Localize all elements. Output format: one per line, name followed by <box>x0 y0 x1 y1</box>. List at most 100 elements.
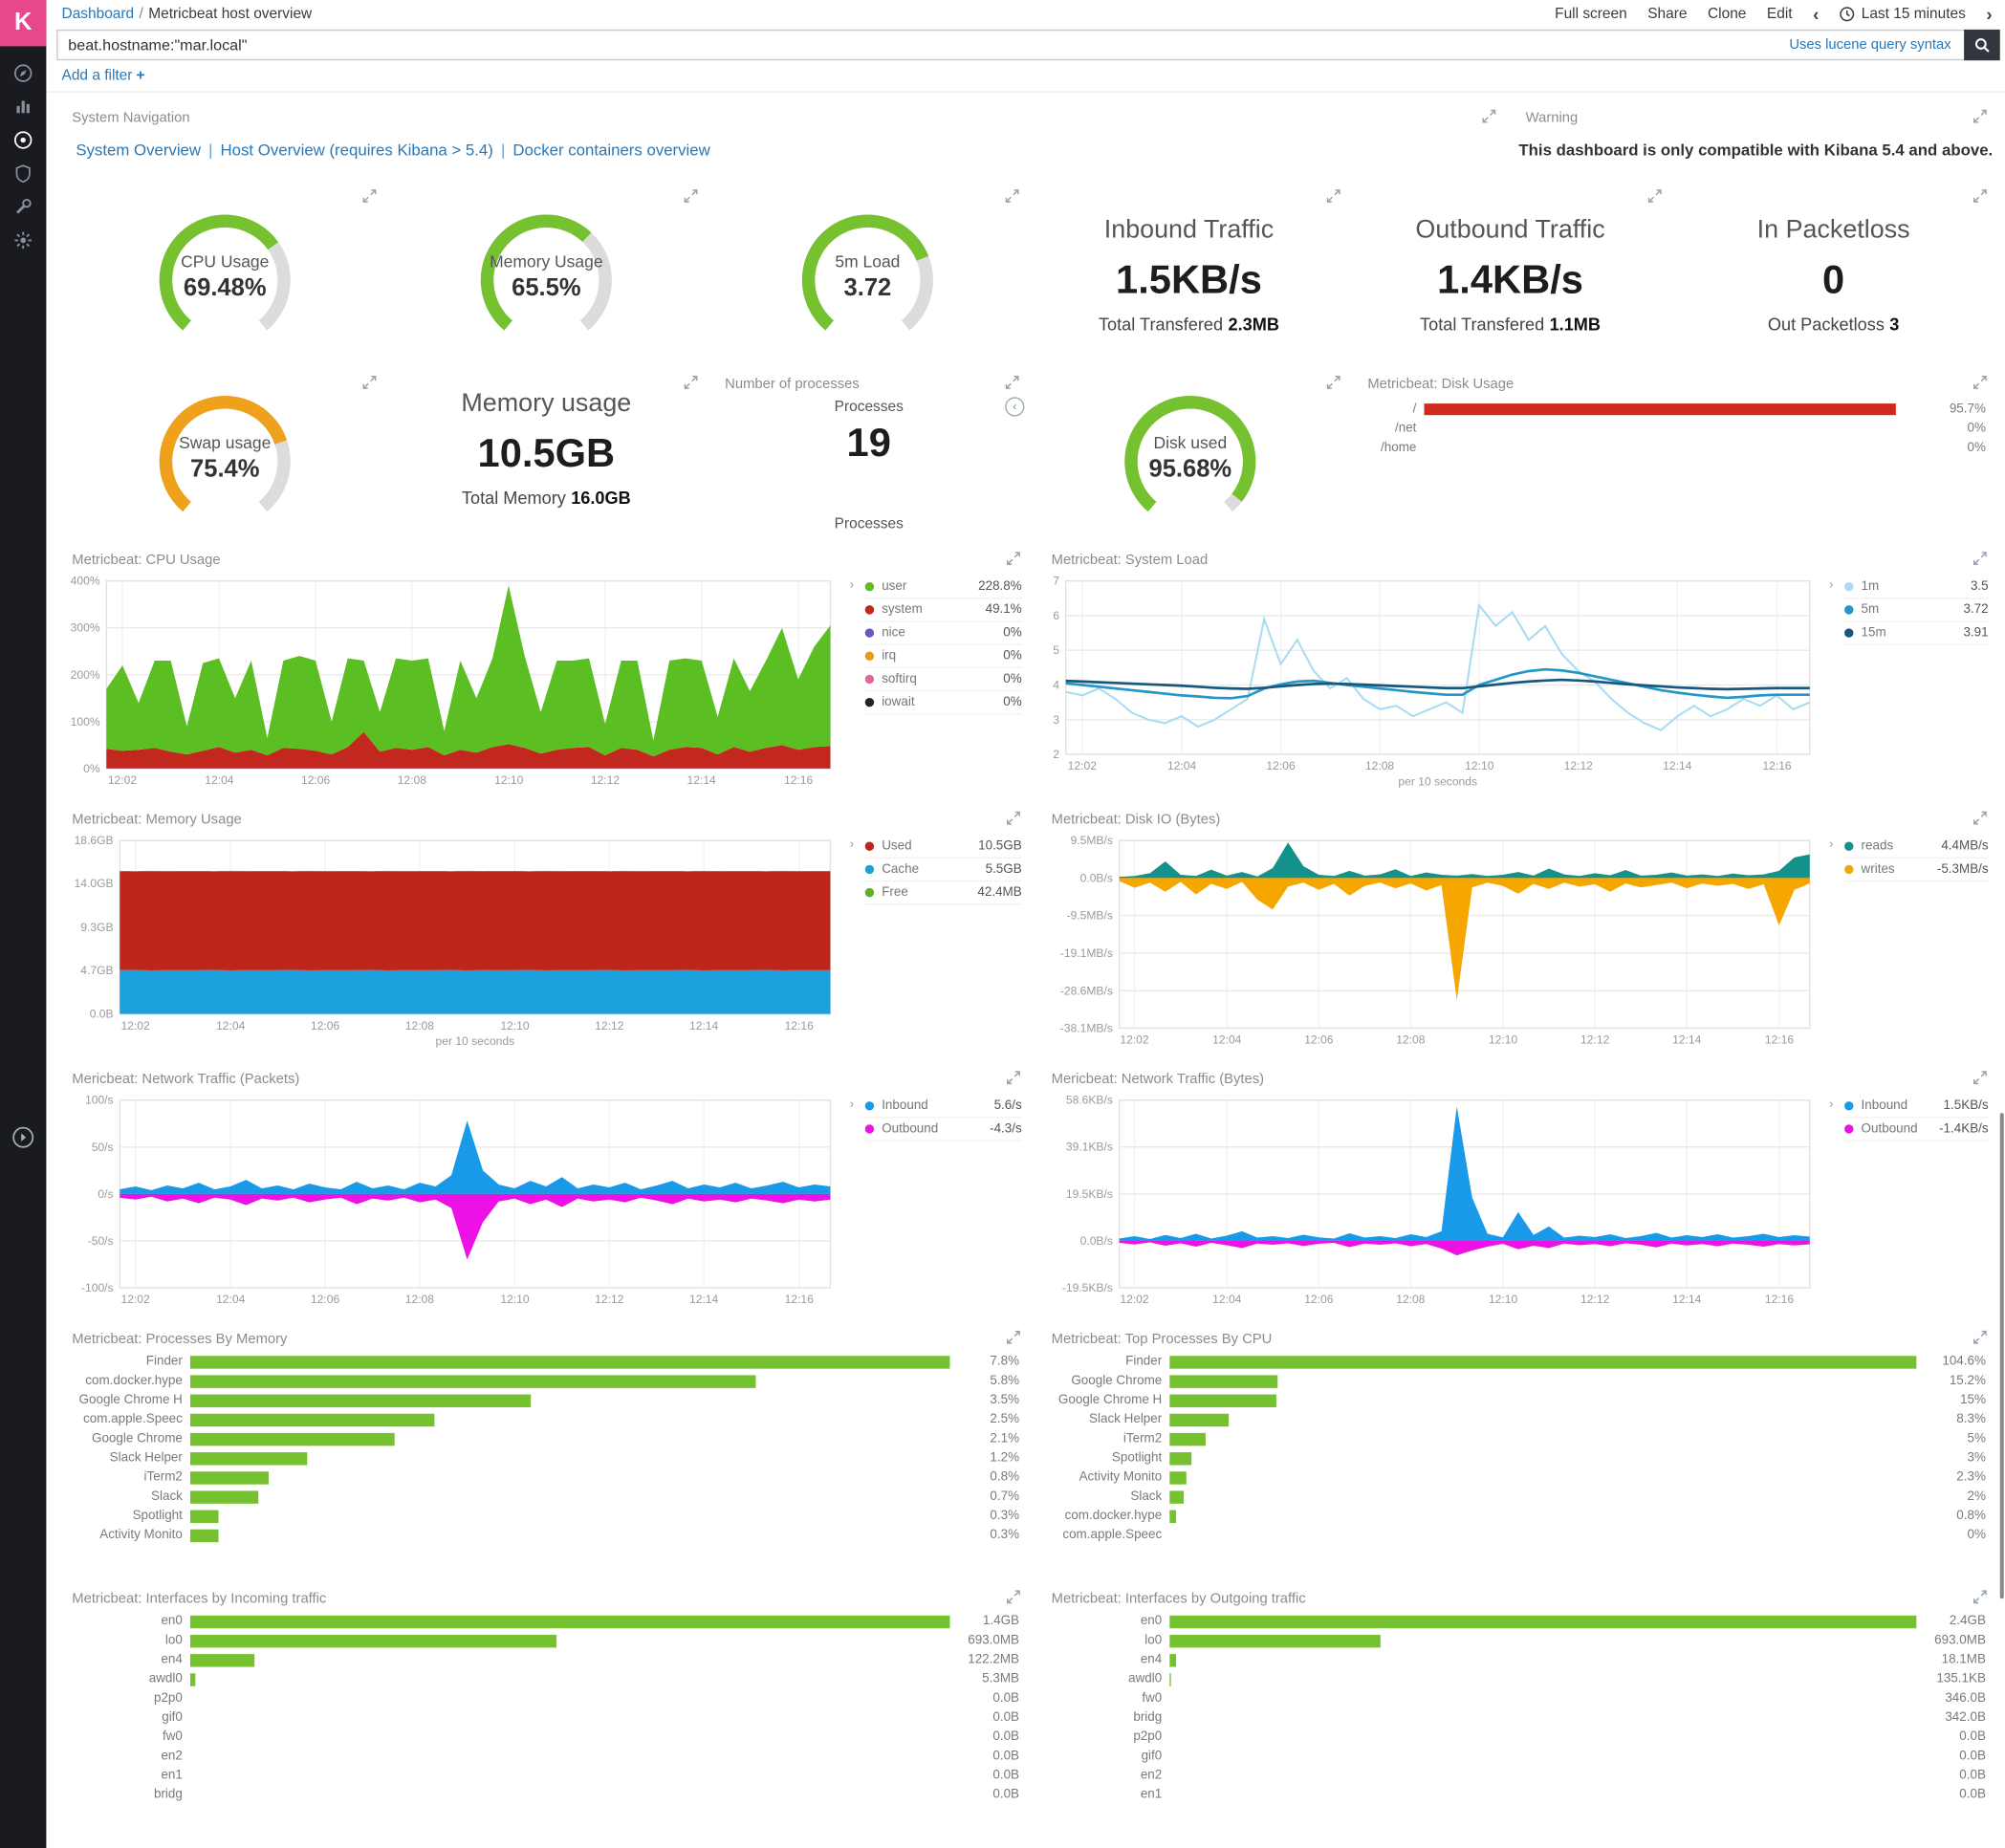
bar-row: com.docker.hype 0.8% <box>1052 1507 1986 1526</box>
legend-item[interactable]: Inbound 5.6/s <box>864 1095 1022 1119</box>
add-filter-button[interactable]: Add a filter + <box>62 68 145 83</box>
legend-toggle-icon[interactable]: › <box>849 837 855 853</box>
link-docker-overview[interactable]: Docker containers overview <box>512 141 710 160</box>
expand-icon[interactable] <box>1326 189 1340 204</box>
legend-toggle-icon[interactable]: › <box>1828 1098 1834 1112</box>
expand-icon[interactable] <box>1972 1071 1988 1085</box>
legend-item[interactable]: Used 10.5GB <box>864 836 1022 859</box>
bar-track <box>190 1692 949 1705</box>
expand-icon[interactable] <box>1972 811 1988 825</box>
panel-title: System Navigation <box>72 110 190 126</box>
legend-item[interactable]: writes -5.3MB/s <box>1844 859 1989 882</box>
expand-icon[interactable] <box>362 376 377 390</box>
legend-label: 15m <box>1861 625 1886 641</box>
share-button[interactable]: Share <box>1647 6 1688 22</box>
legend-item[interactable]: iowait 0% <box>864 691 1022 715</box>
expand-icon[interactable] <box>684 376 698 390</box>
expand-icon[interactable] <box>684 189 698 204</box>
legend-color-dot <box>864 628 875 638</box>
expand-icon[interactable] <box>1007 1590 1021 1604</box>
legend-toggle-icon[interactable]: › <box>849 577 855 593</box>
expand-icon[interactable] <box>1007 1071 1021 1085</box>
expand-icon[interactable] <box>1005 189 1019 204</box>
expand-icon[interactable] <box>1647 189 1662 204</box>
processes-label-top: Processes <box>834 400 904 416</box>
vertical-scrollbar[interactable] <box>1999 1113 2004 1599</box>
legend-item[interactable]: 5m 3.72 <box>1844 598 1989 622</box>
metric-sub-value: 1.1MB <box>1549 315 1602 335</box>
sidebar-item-visualize[interactable] <box>0 90 46 123</box>
bar-value: 1.2% <box>990 1450 1020 1466</box>
expand-icon[interactable] <box>1972 376 1988 390</box>
lucene-syntax-link[interactable]: Uses lucene query syntax <box>1789 36 1951 54</box>
full-screen-button[interactable]: Full screen <box>1555 6 1627 22</box>
search-button[interactable] <box>1964 29 2000 61</box>
expand-icon[interactable] <box>1972 552 1988 566</box>
legend-item[interactable]: reads 4.4MB/s <box>1844 836 1989 859</box>
bar-track <box>189 1470 949 1484</box>
legend-item[interactable]: user 228.8% <box>864 576 1022 599</box>
legend-toggle-icon[interactable]: › <box>1828 577 1834 593</box>
expand-icon[interactable] <box>1972 1590 1988 1604</box>
sidebar-collapse-button[interactable] <box>0 1126 46 1149</box>
bar-value: 693.0MB <box>1934 1633 1986 1648</box>
sidebar-item-timelion[interactable] <box>0 157 46 190</box>
legend-toggle-icon[interactable]: › <box>1828 837 1834 853</box>
legend-item[interactable]: Outbound -1.4KB/s <box>1844 1119 1989 1141</box>
expand-icon[interactable] <box>1326 376 1340 390</box>
bar-row: Finder 7.8% <box>72 1352 1019 1371</box>
legend-label: Used <box>882 838 912 854</box>
expand-icon[interactable] <box>1972 109 1988 123</box>
sidebar-item-discover[interactable] <box>0 56 46 90</box>
sidebar-item-dashboard[interactable] <box>0 123 46 157</box>
expand-icon[interactable] <box>1972 1330 1988 1344</box>
expand-icon[interactable] <box>1007 811 1021 825</box>
bar-row: Finder 104.6% <box>1052 1352 1986 1371</box>
query-input[interactable] <box>57 35 1790 54</box>
network-bytes-chart: 12:02 12:04 12:06 12:08 12:10 12:12 12:14 12:16… <box>1062 1094 1811 1306</box>
legend-item[interactable]: Outbound -4.3/s <box>864 1119 1022 1141</box>
legend-item[interactable]: softirq 0% <box>864 668 1022 692</box>
breadcrumb-dashboard-link[interactable]: Dashboard <box>61 6 135 22</box>
time-picker[interactable]: Last 15 minutes <box>1840 6 1966 21</box>
bar-value: 342.0B <box>1945 1710 1986 1726</box>
legend-item[interactable]: Free 42.4MB <box>864 881 1022 905</box>
expand-icon[interactable] <box>1972 189 1988 204</box>
expand-icon[interactable] <box>1005 376 1019 390</box>
query-bar: Uses lucene query syntax <box>56 29 2000 61</box>
metric-value: 1.5KB/s <box>1116 256 1262 302</box>
legend-item[interactable]: system 49.1% <box>864 598 1022 622</box>
edit-button[interactable]: Edit <box>1766 6 1793 22</box>
legend-item[interactable]: Cache 5.5GB <box>864 859 1022 882</box>
time-back-button[interactable]: ‹ <box>1813 3 1820 24</box>
expand-icon[interactable] <box>1007 1330 1021 1344</box>
expand-icon[interactable] <box>1482 109 1496 123</box>
spy-toggle-icon[interactable]: ‹ <box>1005 397 1025 417</box>
bar-label: lo0 <box>1144 1633 1163 1648</box>
kibana-logo[interactable]: K <box>0 0 47 47</box>
legend-item[interactable]: 1m 3.5 <box>1844 576 1989 599</box>
expand-icon[interactable] <box>1007 552 1021 566</box>
legend-item[interactable]: 15m 3.91 <box>1844 622 1989 645</box>
bar <box>1169 1355 1917 1369</box>
time-forward-button[interactable]: › <box>1986 3 1993 24</box>
sidebar-item-dev-tools[interactable] <box>0 190 46 224</box>
legend-item[interactable]: nice 0% <box>864 622 1022 645</box>
link-system-overview[interactable]: System Overview <box>76 141 202 160</box>
expand-icon[interactable] <box>362 189 377 204</box>
bar-label: bridg <box>1133 1710 1163 1726</box>
panel-net-packets-chart: Mericbeat: Network Traffic (Packets) 12:… <box>56 1064 1030 1320</box>
legend-label: 5m <box>1861 602 1880 618</box>
svg-text:12:12: 12:12 <box>595 1293 624 1306</box>
bar-row: bridg 342.0B <box>1052 1708 1986 1728</box>
legend-toggle-icon[interactable]: › <box>849 1098 855 1112</box>
sidebar-item-management[interactable] <box>0 224 46 257</box>
bar-value: 0.0B <box>992 1787 1020 1802</box>
legend-item[interactable]: irq 0% <box>864 645 1022 669</box>
wrench-icon <box>15 198 32 214</box>
link-host-overview[interactable]: Host Overview (requires Kibana > 5.4) <box>220 141 493 160</box>
clone-button[interactable]: Clone <box>1708 6 1747 22</box>
legend-item[interactable]: Inbound 1.5KB/s <box>1844 1095 1989 1119</box>
gauge-label: 5m Load <box>835 251 901 272</box>
svg-text:12:08: 12:08 <box>1396 1033 1426 1047</box>
